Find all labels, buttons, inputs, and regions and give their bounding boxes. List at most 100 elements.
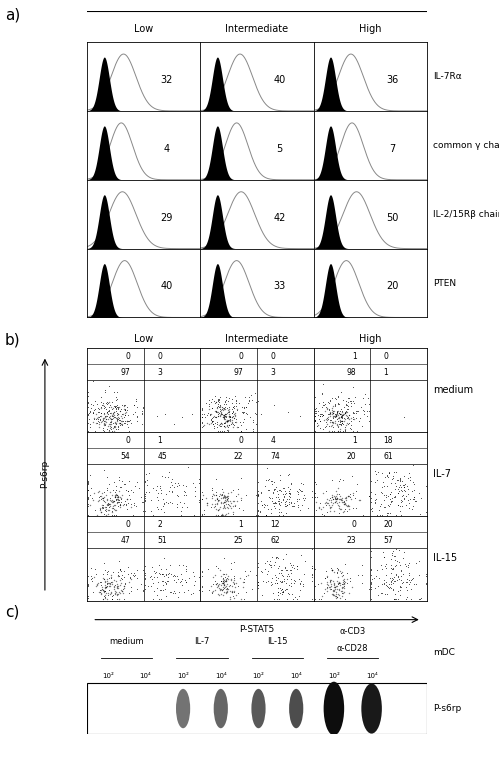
Point [359,509,367,522]
Point [224,419,232,431]
Point [249,425,257,437]
Point [101,581,109,593]
Point [336,414,344,426]
Point [389,492,397,504]
Point [340,573,348,585]
Point [181,486,189,498]
Point [274,488,282,500]
Point [330,581,338,593]
Point [107,495,115,507]
Point [198,402,206,414]
Point [328,415,336,428]
Point [365,415,373,428]
Point [95,421,103,433]
Point [239,415,247,428]
Point [109,484,117,496]
Point [98,583,106,595]
Point [219,575,227,588]
Point [133,583,141,595]
Text: 18: 18 [384,436,393,444]
Point [396,573,404,585]
Point [337,578,345,590]
Point [333,580,341,592]
Point [329,407,337,419]
Point [198,565,206,577]
Point [325,397,333,409]
Point [388,547,396,559]
Point [198,509,206,522]
Point [103,494,111,506]
Point [409,477,417,489]
Point [115,569,123,581]
Point [284,406,292,418]
Point [159,500,167,512]
Point [343,500,351,513]
Point [155,567,163,579]
Point [311,475,319,487]
Point [220,589,228,601]
Point [222,583,230,595]
Point [333,575,341,587]
Text: IL-7Rα: IL-7Rα [433,72,462,81]
Point [222,398,230,410]
Point [100,491,108,503]
Point [297,549,305,562]
Text: α-CD3: α-CD3 [340,627,366,636]
Point [208,588,216,600]
Point [311,425,319,437]
Point [147,570,155,582]
Point [108,576,116,588]
Point [106,578,114,590]
Point [254,489,262,501]
Point [263,565,271,577]
Point [274,483,282,496]
Point [251,407,259,419]
Point [101,415,109,428]
Point [271,483,279,495]
Point [296,577,304,589]
Point [334,405,342,417]
Point [102,403,110,415]
Point [229,575,237,588]
Point [217,575,225,588]
Point [95,494,103,506]
Point [221,494,229,506]
Point [336,418,344,430]
Point [394,474,402,486]
Point [179,578,187,591]
Point [133,410,141,422]
Point [392,543,400,555]
Point [330,505,338,517]
Point [130,399,138,412]
Point [321,421,329,433]
Point [101,584,109,597]
Point [123,415,131,427]
Point [331,590,339,602]
Point [195,584,203,596]
Point [116,417,124,429]
Point [224,421,232,433]
Point [365,405,373,418]
Point [221,496,229,509]
Point [96,490,104,503]
Point [195,494,203,506]
Point [122,484,130,496]
Point [351,391,359,403]
Point [227,487,235,499]
Point [212,397,220,409]
Point [356,494,364,506]
Point [328,404,336,416]
Point [113,399,121,411]
Point [101,418,109,430]
Point [335,418,343,430]
Text: α-CD28: α-CD28 [337,644,368,653]
Point [329,493,337,506]
Point [141,488,149,500]
Point [396,471,404,483]
Point [381,588,389,601]
Point [338,409,346,422]
Point [195,477,203,490]
Point [119,587,127,599]
Point [111,411,119,423]
Point [231,408,239,420]
